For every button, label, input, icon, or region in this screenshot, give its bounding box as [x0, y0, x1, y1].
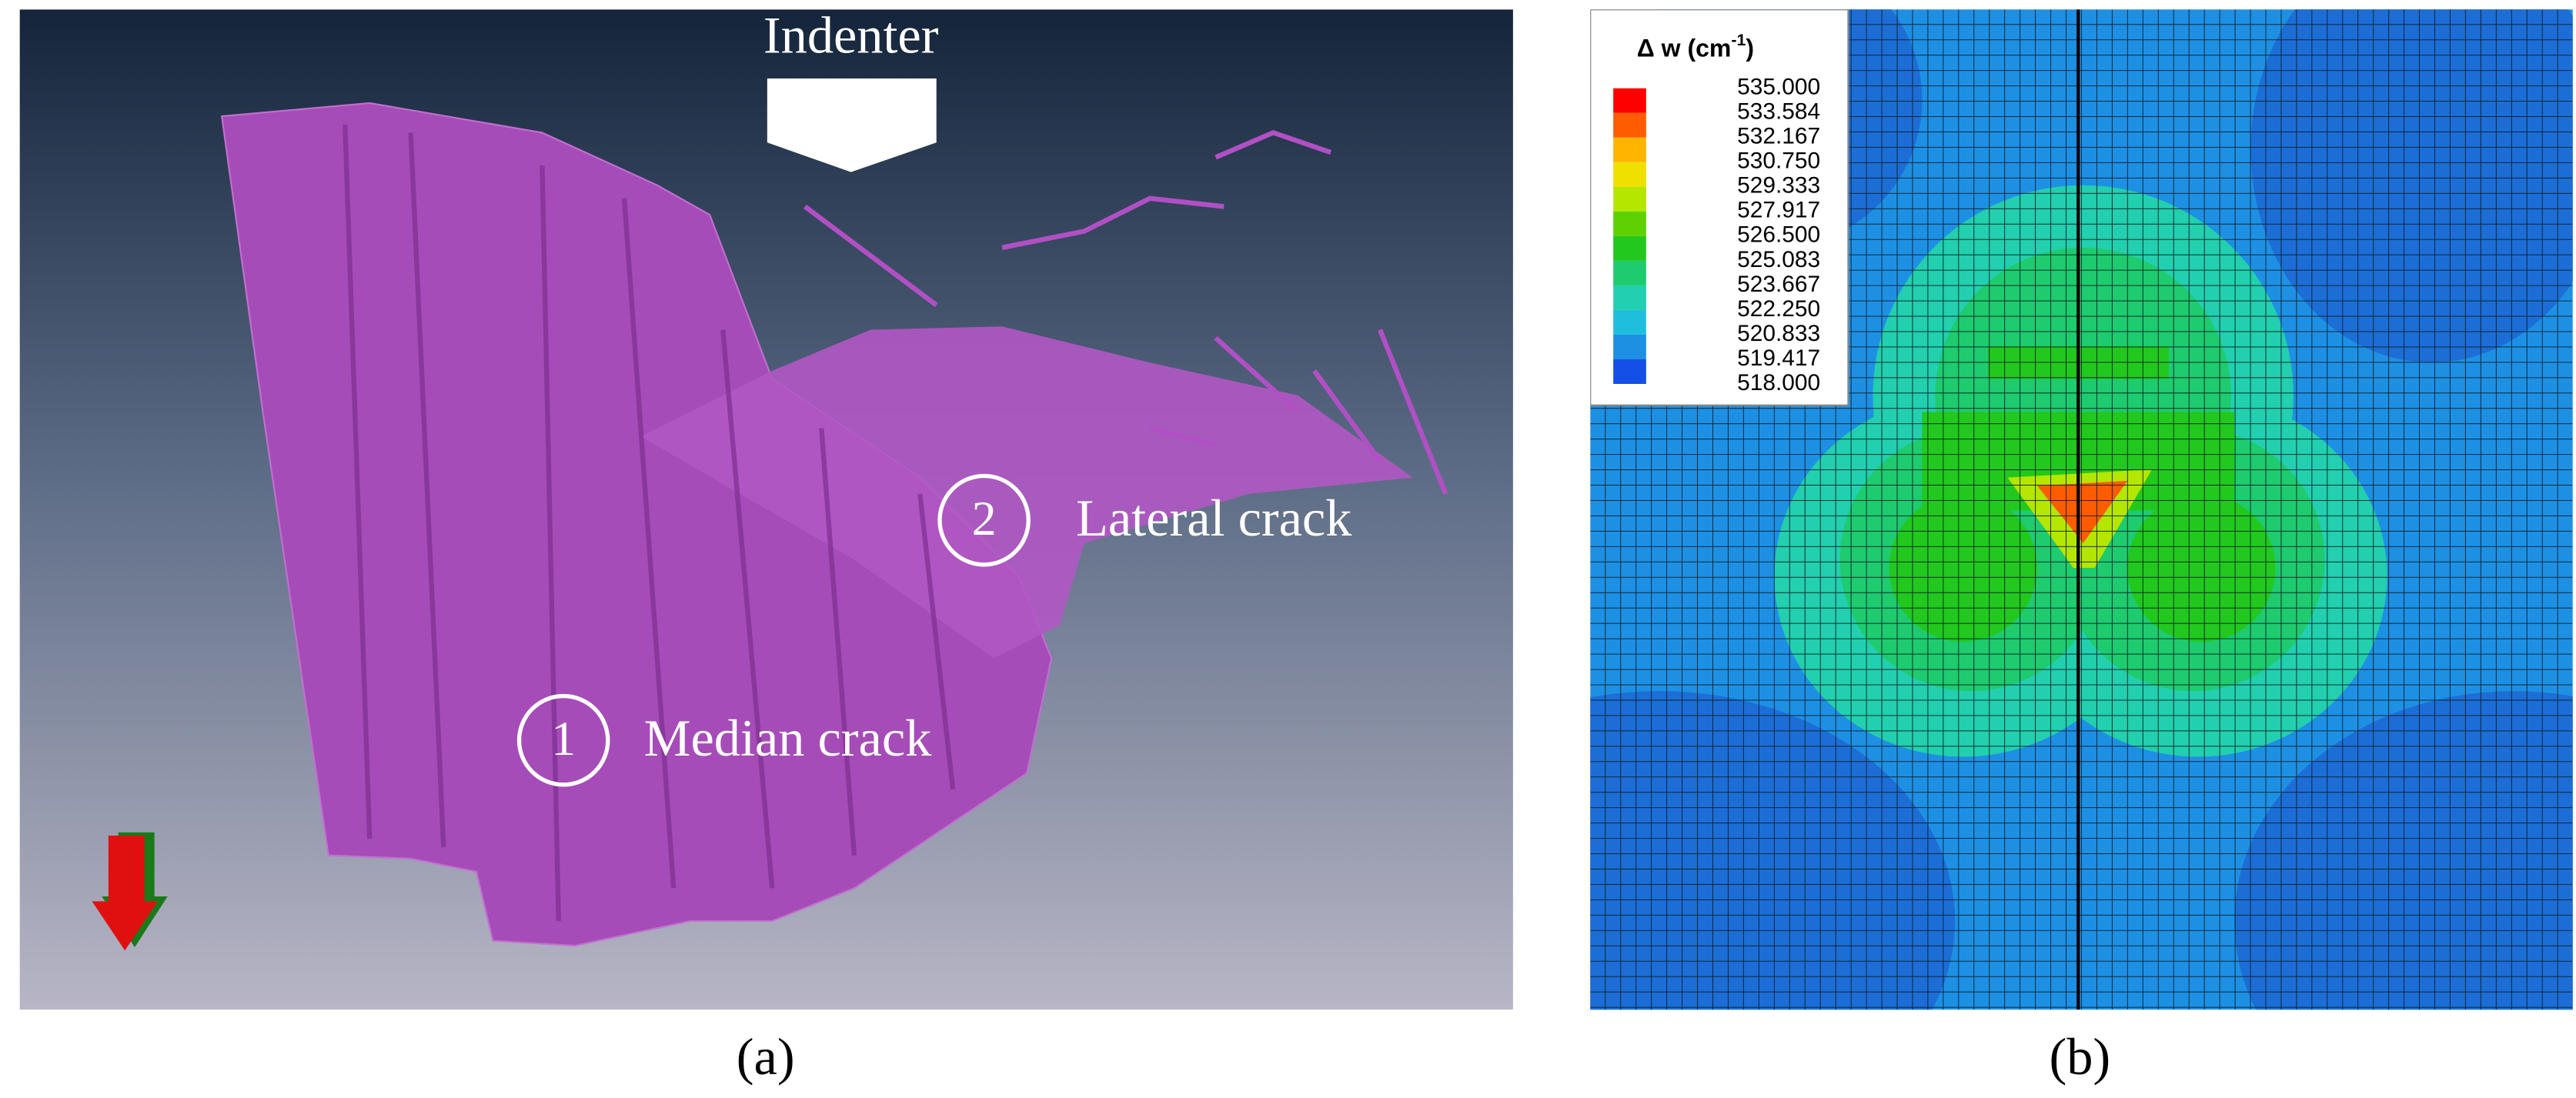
- legend-swatch: [1613, 137, 1646, 162]
- direction-arrow: [92, 832, 168, 951]
- legend-label: 532.167: [1737, 124, 1820, 149]
- legend-title: Δ w (cm-1): [1637, 30, 1754, 62]
- crack-fragments: [804, 129, 1448, 496]
- legend-swatch: [1613, 309, 1646, 335]
- legend-swatch: [1613, 260, 1646, 285]
- legend-title-close: ): [1746, 35, 1754, 62]
- legend-label: 533.584: [1737, 99, 1820, 125]
- legend-label: 530.750: [1737, 149, 1820, 174]
- legend-title-base: Δ w (cm: [1637, 35, 1732, 62]
- panel-b: Δ w (cm-1) 535.000533.584532.167530.7505…: [1590, 9, 2573, 1010]
- crack-marker: [937, 473, 1031, 567]
- legend-label: 526.500: [1737, 222, 1820, 248]
- crack-number: 1: [551, 711, 576, 766]
- legend-swatch: [1613, 162, 1646, 187]
- lateral-crack-surface: [640, 326, 1413, 659]
- panel-a: Indenter 1 Median crack 2 Lateral crack: [19, 6, 1513, 1010]
- legend-swatch: [1613, 112, 1646, 138]
- crack-label: Median crack: [644, 709, 932, 767]
- legend-swatch: [1613, 186, 1646, 212]
- legend-items: 535.000533.584532.167530.750529.333527.9…: [1613, 75, 1820, 395]
- legend-label: 523.667: [1737, 272, 1820, 297]
- legend: Δ w (cm-1) 535.000533.584532.167530.7505…: [1590, 9, 1849, 406]
- legend-label: 527.917: [1737, 198, 1820, 223]
- legend-label: 529.333: [1737, 173, 1820, 199]
- crack-streaks: [342, 124, 956, 922]
- legend-swatch: [1613, 88, 1646, 113]
- legend-label: 522.250: [1737, 296, 1820, 322]
- crack-label: Lateral crack: [1076, 489, 1352, 547]
- crack-number: 2: [972, 491, 997, 546]
- indenter-shape: [767, 78, 937, 172]
- legend-title-sup: -1: [1731, 30, 1746, 48]
- crack-marker: [516, 693, 610, 787]
- indenter-label: Indenter: [763, 6, 939, 65]
- legend-swatch: [1613, 211, 1646, 236]
- legend-label: 525.083: [1737, 247, 1820, 272]
- legend-label: 520.833: [1737, 321, 1820, 346]
- legend-label: 518.000: [1737, 370, 1820, 395]
- panel-caption: (b): [2050, 1027, 2111, 1086]
- panel-caption: (a): [737, 1027, 795, 1086]
- legend-swatch: [1613, 285, 1646, 310]
- legend-swatch: [1613, 334, 1646, 359]
- legend-label: 519.417: [1737, 345, 1820, 371]
- legend-label: 535.000: [1737, 75, 1820, 100]
- legend-swatch: [1613, 359, 1646, 384]
- legend-swatch: [1613, 235, 1646, 261]
